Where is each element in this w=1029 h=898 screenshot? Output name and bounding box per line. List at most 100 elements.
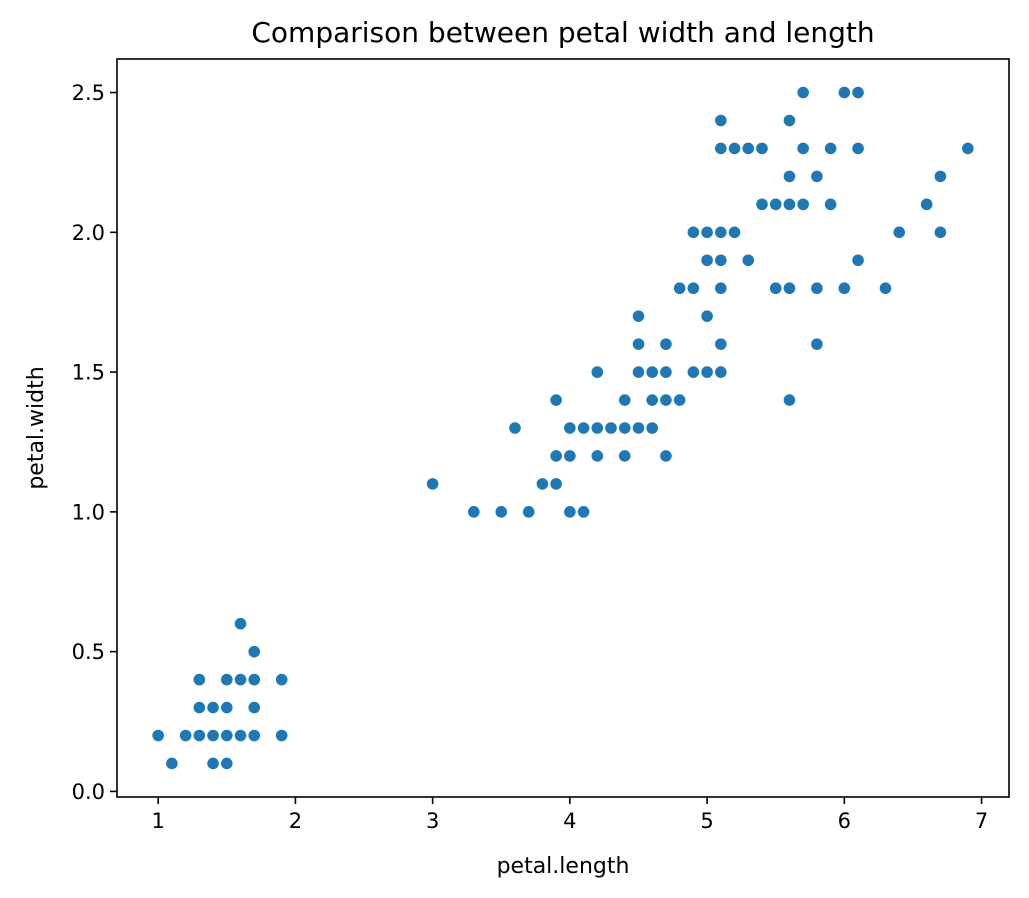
data-point bbox=[796, 85, 811, 100]
data-point bbox=[851, 141, 866, 156]
data-point bbox=[700, 309, 715, 324]
data-point bbox=[590, 365, 605, 380]
data-point bbox=[219, 672, 234, 687]
data-point bbox=[151, 728, 166, 743]
data-point bbox=[192, 728, 207, 743]
data-point bbox=[247, 700, 262, 715]
y-tick-label: 2.5 bbox=[72, 81, 105, 105]
data-point bbox=[549, 448, 564, 463]
data-point bbox=[837, 85, 852, 100]
x-tick-label: 7 bbox=[975, 809, 988, 833]
data-point bbox=[466, 504, 481, 519]
data-point bbox=[658, 365, 673, 380]
data-point bbox=[645, 365, 660, 380]
data-point bbox=[809, 337, 824, 352]
data-point bbox=[219, 728, 234, 743]
data-point bbox=[658, 337, 673, 352]
data-point bbox=[206, 700, 221, 715]
data-point bbox=[754, 197, 769, 212]
data-point bbox=[782, 113, 797, 128]
data-point bbox=[796, 141, 811, 156]
data-point bbox=[809, 169, 824, 184]
y-tick-label: 2.0 bbox=[72, 221, 105, 245]
data-point bbox=[562, 448, 577, 463]
data-points bbox=[151, 85, 975, 771]
data-point bbox=[713, 337, 728, 352]
plot-frame bbox=[116, 58, 1010, 798]
data-point bbox=[768, 281, 783, 296]
y-axis-label: petal.width bbox=[24, 366, 49, 489]
data-point bbox=[233, 616, 248, 631]
data-point bbox=[576, 504, 591, 519]
x-axis-label: petal.length bbox=[497, 854, 630, 879]
data-point bbox=[507, 421, 522, 436]
y-tick-label: 0.0 bbox=[72, 780, 105, 804]
data-point bbox=[645, 421, 660, 436]
data-point bbox=[631, 421, 646, 436]
data-point bbox=[247, 728, 262, 743]
data-point bbox=[206, 756, 221, 771]
x-tick-label: 2 bbox=[289, 809, 302, 833]
x-axis: 1 2 3 4 5 6 7 bbox=[151, 797, 988, 833]
data-point bbox=[919, 197, 934, 212]
data-point bbox=[727, 225, 742, 240]
x-tick-label: 1 bbox=[151, 809, 164, 833]
data-point bbox=[700, 253, 715, 268]
data-point bbox=[686, 281, 701, 296]
data-point bbox=[933, 169, 948, 184]
data-point bbox=[631, 337, 646, 352]
data-point bbox=[164, 756, 179, 771]
data-point bbox=[851, 253, 866, 268]
data-point bbox=[700, 225, 715, 240]
data-point bbox=[823, 141, 838, 156]
data-point bbox=[727, 141, 742, 156]
data-point bbox=[562, 504, 577, 519]
data-point bbox=[672, 281, 687, 296]
data-point bbox=[741, 141, 756, 156]
data-point bbox=[494, 504, 509, 519]
data-point bbox=[590, 448, 605, 463]
data-point bbox=[851, 85, 866, 100]
data-point bbox=[247, 672, 262, 687]
data-point bbox=[658, 393, 673, 408]
data-point bbox=[796, 197, 811, 212]
data-point bbox=[206, 728, 221, 743]
data-point bbox=[713, 365, 728, 380]
data-point bbox=[782, 393, 797, 408]
data-point bbox=[713, 225, 728, 240]
y-axis: 0.0 0.5 1.0 1.5 2.0 2.5 bbox=[72, 81, 117, 804]
data-point bbox=[617, 448, 632, 463]
y-tick-label: 0.5 bbox=[72, 640, 105, 664]
data-point bbox=[219, 756, 234, 771]
data-point bbox=[645, 393, 660, 408]
data-point bbox=[590, 421, 605, 436]
data-point bbox=[713, 281, 728, 296]
data-point bbox=[604, 421, 619, 436]
data-point bbox=[878, 281, 893, 296]
data-point bbox=[686, 365, 701, 380]
data-point bbox=[192, 672, 207, 687]
data-point bbox=[617, 421, 632, 436]
data-point bbox=[960, 141, 975, 156]
data-point bbox=[425, 476, 440, 491]
chart-title: Comparison between petal width and lengt… bbox=[251, 16, 874, 49]
data-point bbox=[233, 672, 248, 687]
data-point bbox=[274, 728, 289, 743]
data-point bbox=[809, 281, 824, 296]
data-point bbox=[247, 644, 262, 659]
data-point bbox=[700, 365, 715, 380]
data-point bbox=[617, 393, 632, 408]
x-tick-label: 3 bbox=[426, 809, 439, 833]
data-point bbox=[713, 141, 728, 156]
data-point bbox=[933, 225, 948, 240]
data-point bbox=[782, 169, 797, 184]
data-point bbox=[562, 421, 577, 436]
data-point bbox=[535, 476, 550, 491]
data-point bbox=[782, 197, 797, 212]
x-tick-label: 6 bbox=[838, 809, 851, 833]
data-point bbox=[192, 700, 207, 715]
y-tick-label: 1.5 bbox=[72, 361, 105, 385]
data-point bbox=[713, 113, 728, 128]
data-point bbox=[686, 225, 701, 240]
